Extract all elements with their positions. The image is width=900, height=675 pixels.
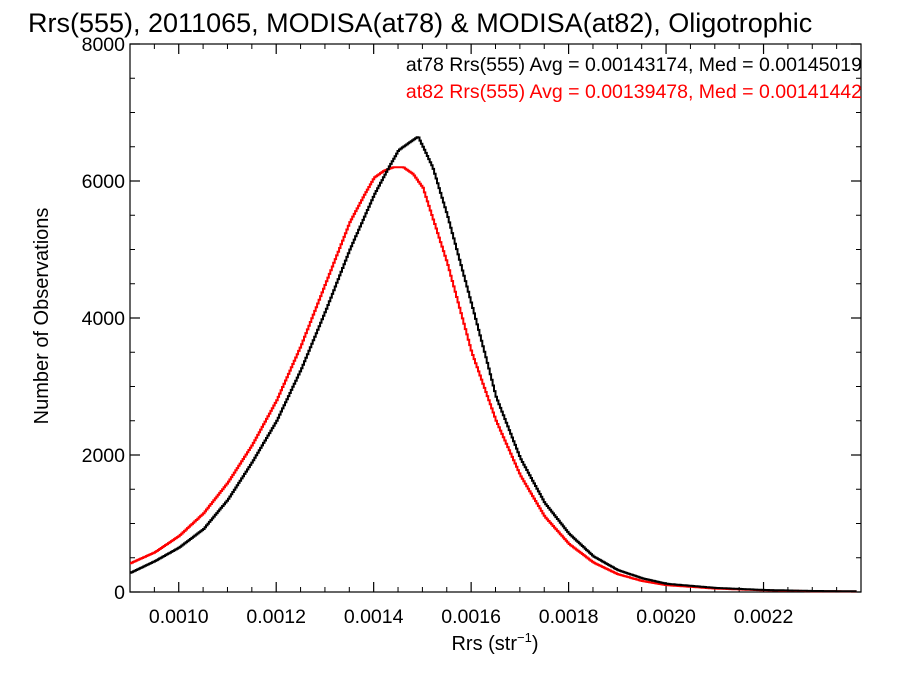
x-tick-label: 0.0014 [344,606,404,628]
y-tick-label: 2000 [82,445,126,467]
y-tick-label: 8000 [82,34,126,56]
x-axis-label-superscript: −1 [517,630,532,645]
legend-entry-at82: at82 Rrs(555) Avg = 0.00139478, Med = 0.… [406,81,862,103]
x-tick-label: 0.0022 [734,606,794,628]
y-axis-label: Number of Observations [31,208,53,425]
x-axis-label-end: ) [532,633,539,655]
y-tick-label: 4000 [82,308,126,330]
x-tick-label: 0.0018 [539,606,599,628]
y-axis: 0 2000 4000 6000 8000 [82,34,861,604]
series-at78 [130,136,857,593]
series-group [130,136,857,593]
chart-title: Rrs(555), 2011065, MODISA(at78) & MODISA… [28,8,812,38]
plot-border [129,43,862,593]
plot-frame [129,43,862,593]
x-axis: 0.0010 0.0012 0.0014 0.0016 0.0018 0.0020 0.00… [149,44,838,628]
x-axis-label: Rrs (str−1) [451,630,538,655]
x-tick-label: 0.0012 [246,606,306,628]
y-tick-label: 6000 [82,171,126,193]
x-tick-label: 0.0016 [441,606,501,628]
y-tick-label: 0 [114,582,125,604]
legend-entry-at78: at78 Rrs(555) Avg = 0.00143174, Med = 0.… [406,54,862,76]
x-axis-label-main: Rrs (str [451,633,517,655]
x-tick-label: 0.0010 [149,606,209,628]
x-tick-label: 0.0020 [636,606,696,628]
